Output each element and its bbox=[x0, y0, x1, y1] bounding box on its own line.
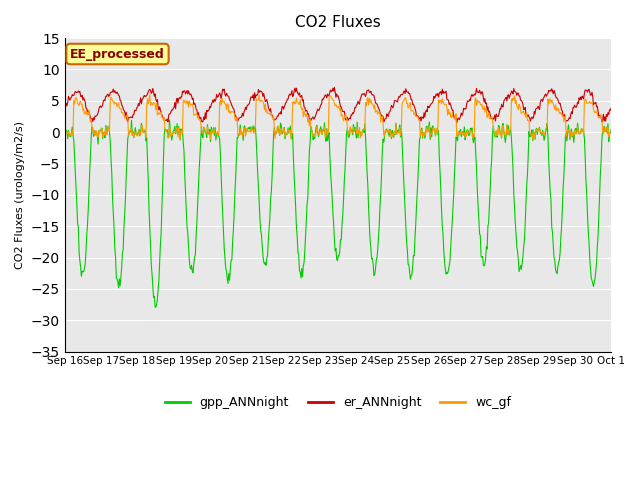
gpp_ANNnight bbox=[212, 131, 220, 137]
er_ANNnight bbox=[331, 84, 339, 90]
gpp_ANNnight bbox=[406, 269, 413, 275]
er_ANNnight bbox=[61, 103, 68, 109]
Line: er_ANNnight: er_ANNnight bbox=[65, 87, 611, 123]
wc_gf bbox=[421, 133, 429, 139]
wc_gf bbox=[127, 127, 134, 133]
gpp_ANNnight bbox=[152, 304, 160, 310]
Title: CO2 Fluxes: CO2 Fluxes bbox=[295, 15, 381, 30]
er_ANNnight bbox=[607, 106, 615, 111]
wc_gf bbox=[405, 104, 413, 109]
er_ANNnight bbox=[405, 91, 413, 96]
Line: wc_gf: wc_gf bbox=[65, 94, 611, 139]
Text: EE_processed: EE_processed bbox=[70, 48, 165, 60]
gpp_ANNnight bbox=[607, 127, 615, 132]
gpp_ANNnight bbox=[61, 130, 68, 136]
gpp_ANNnight bbox=[422, 131, 429, 137]
Line: gpp_ANNnight: gpp_ANNnight bbox=[65, 120, 611, 307]
wc_gf bbox=[529, 136, 536, 142]
wc_gf bbox=[607, 128, 615, 134]
gpp_ANNnight bbox=[166, 117, 173, 123]
wc_gf bbox=[183, 101, 191, 107]
wc_gf bbox=[146, 91, 154, 97]
gpp_ANNnight bbox=[184, 229, 191, 235]
wc_gf bbox=[212, 132, 220, 138]
er_ANNnight bbox=[453, 120, 461, 126]
er_ANNnight bbox=[70, 90, 78, 96]
wc_gf bbox=[70, 101, 78, 107]
er_ANNnight bbox=[182, 90, 190, 96]
gpp_ANNnight bbox=[127, 129, 134, 135]
er_ANNnight bbox=[421, 114, 429, 120]
wc_gf bbox=[61, 131, 68, 137]
er_ANNnight bbox=[211, 98, 219, 104]
gpp_ANNnight bbox=[70, 153, 78, 159]
Y-axis label: CO2 Fluxes (urology/m2/s): CO2 Fluxes (urology/m2/s) bbox=[15, 121, 25, 269]
er_ANNnight bbox=[127, 114, 134, 120]
Legend: gpp_ANNnight, er_ANNnight, wc_gf: gpp_ANNnight, er_ANNnight, wc_gf bbox=[159, 391, 516, 414]
